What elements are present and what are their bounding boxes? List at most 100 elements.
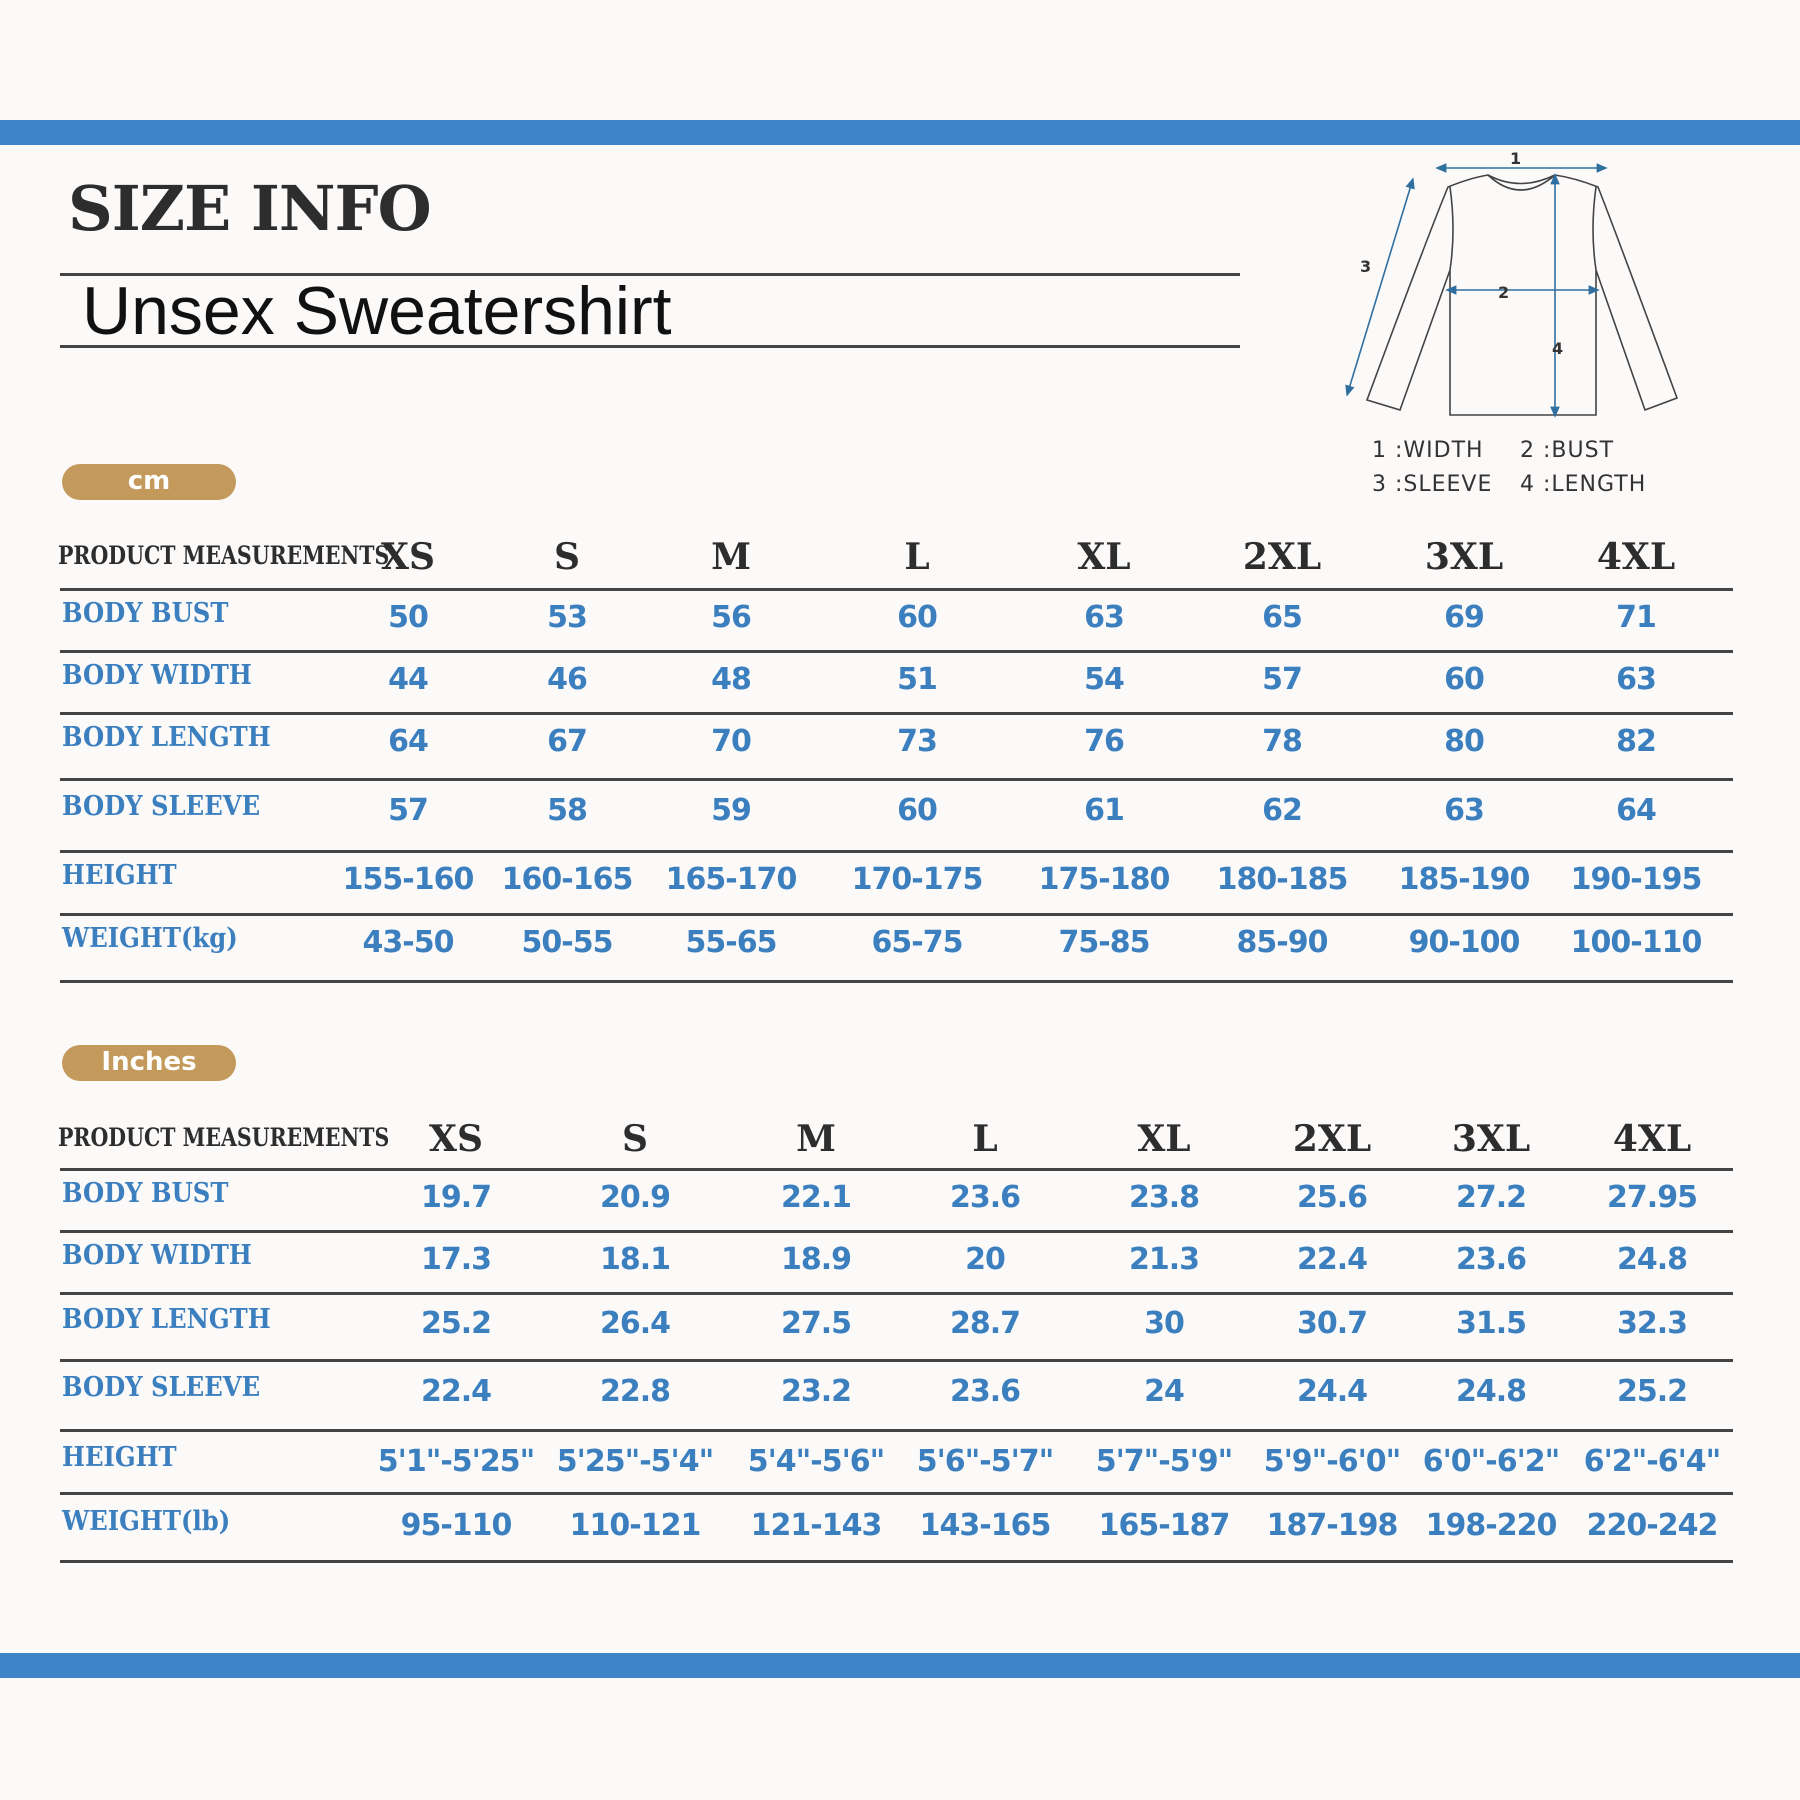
value-cell: 25.2: [1616, 1374, 1688, 1409]
size-header: XS: [381, 536, 435, 578]
value-cell: 53: [547, 600, 588, 635]
value-cell: 22.8: [599, 1374, 671, 1409]
value-cell: 71: [1616, 600, 1657, 635]
size-header: 3XL: [1424, 536, 1504, 578]
value-cell: 22.4: [420, 1374, 492, 1409]
value-cell: 20.9: [599, 1180, 671, 1215]
value-cell: 5'7"-5'9": [1095, 1444, 1234, 1479]
value-cell: 69: [1444, 600, 1485, 635]
value-cell: 32.3: [1616, 1306, 1688, 1341]
value-cell: 73: [897, 724, 938, 759]
value-cell: 27.2: [1455, 1180, 1527, 1215]
row-label: HEIGHT: [62, 1442, 177, 1473]
value-cell: 55-65: [685, 925, 778, 960]
value-cell: 58: [547, 793, 588, 828]
value-cell: 59: [711, 793, 752, 828]
value-cell: 18.1: [599, 1242, 671, 1277]
value-cell: 23.8: [1128, 1180, 1200, 1215]
value-cell: 18.9: [780, 1242, 852, 1277]
row-divider: [60, 778, 1733, 781]
value-cell: 155-160: [342, 862, 475, 897]
row-label: BODY SLEEVE: [62, 791, 261, 822]
value-cell: 63: [1444, 793, 1485, 828]
shirt-diagram: 1 2 3 4: [1320, 130, 1720, 510]
value-cell: 57: [1262, 662, 1303, 697]
legend-length: 4 :LENGTH: [1520, 472, 1647, 497]
value-cell: 165-187: [1098, 1508, 1231, 1543]
value-cell: 17.3: [420, 1242, 492, 1277]
value-cell: 187-198: [1266, 1508, 1399, 1543]
diagram-label-2: 2: [1498, 283, 1509, 302]
value-cell: 20: [965, 1242, 1006, 1277]
product-name: Unsex Sweatershirt: [82, 273, 672, 349]
size-header: XS: [429, 1118, 483, 1160]
value-cell: 63: [1084, 600, 1125, 635]
value-cell: 48: [711, 662, 752, 697]
row-divider: [60, 980, 1733, 983]
divider: [60, 273, 1240, 276]
row-label: BODY SLEEVE: [62, 1372, 261, 1403]
value-cell: 51: [897, 662, 938, 697]
long-sleeve-shirt-icon: 1 2 3 4: [1345, 149, 1679, 418]
value-cell: 23.2: [780, 1374, 852, 1409]
value-cell: 43-50: [362, 925, 455, 960]
value-cell: 95-110: [400, 1508, 513, 1543]
value-cell: 27.95: [1607, 1180, 1698, 1215]
value-cell: 60: [897, 793, 938, 828]
value-cell: 61: [1084, 793, 1125, 828]
size-header: S: [554, 536, 580, 578]
value-cell: 25.6: [1296, 1180, 1368, 1215]
top-accent-bar: [0, 120, 1800, 145]
legend-sleeve: 3 :SLEEVE: [1372, 472, 1493, 497]
size-header: S: [622, 1118, 648, 1160]
value-cell: 50-55: [521, 925, 614, 960]
diagram-label-4: 4: [1552, 339, 1563, 358]
value-cell: 21.3: [1128, 1242, 1200, 1277]
value-cell: 165-170: [665, 862, 798, 897]
value-cell: 24: [1144, 1374, 1185, 1409]
value-cell: 121-143: [750, 1508, 883, 1543]
diagram-label-1: 1: [1510, 149, 1521, 168]
value-cell: 24.8: [1455, 1374, 1527, 1409]
value-cell: 100-110: [1570, 925, 1703, 960]
value-cell: 175-180: [1038, 862, 1171, 897]
size-header: M: [796, 1118, 836, 1160]
unit-badge: cm: [62, 464, 236, 500]
value-cell: 60: [1444, 662, 1485, 697]
row-divider: [60, 1429, 1733, 1432]
value-cell: 64: [388, 724, 429, 759]
row-label: BODY BUST: [62, 1178, 229, 1209]
value-cell: 44: [388, 662, 429, 697]
value-cell: 110-121: [569, 1508, 702, 1543]
bottom-accent-bar: [0, 1653, 1800, 1678]
row-label: BODY BUST: [62, 598, 229, 629]
value-cell: 23.6: [949, 1374, 1021, 1409]
value-cell: 65-75: [871, 925, 964, 960]
row-label: WEIGHT(kg): [62, 923, 238, 954]
value-cell: 65: [1262, 600, 1303, 635]
size-header: 4XL: [1612, 1118, 1692, 1160]
row-label: BODY WIDTH: [62, 660, 252, 691]
header-label: PRODUCT MEASUREMENTS: [58, 541, 390, 570]
value-cell: 27.5: [780, 1306, 852, 1341]
value-cell: 67: [547, 724, 588, 759]
value-cell: 46: [547, 662, 588, 697]
size-header: 2XL: [1292, 1118, 1372, 1160]
value-cell: 57: [388, 793, 429, 828]
size-header: 2XL: [1242, 536, 1322, 578]
value-cell: 63: [1616, 662, 1657, 697]
value-cell: 180-185: [1216, 862, 1349, 897]
size-header: 3XL: [1451, 1118, 1531, 1160]
row-divider: [60, 712, 1733, 715]
unit-badge: Inches: [62, 1045, 236, 1081]
page-title: SIZE INFO: [68, 172, 432, 245]
value-cell: 6'2"-6'4": [1583, 1444, 1722, 1479]
value-cell: 6'0"-6'2": [1422, 1444, 1561, 1479]
value-cell: 185-190: [1398, 862, 1531, 897]
value-cell: 22.4: [1296, 1242, 1368, 1277]
divider: [60, 345, 1240, 348]
value-cell: 85-90: [1236, 925, 1329, 960]
legend-bust: 2 :BUST: [1520, 438, 1615, 463]
row-divider: [60, 913, 1733, 916]
value-cell: 78: [1262, 724, 1303, 759]
